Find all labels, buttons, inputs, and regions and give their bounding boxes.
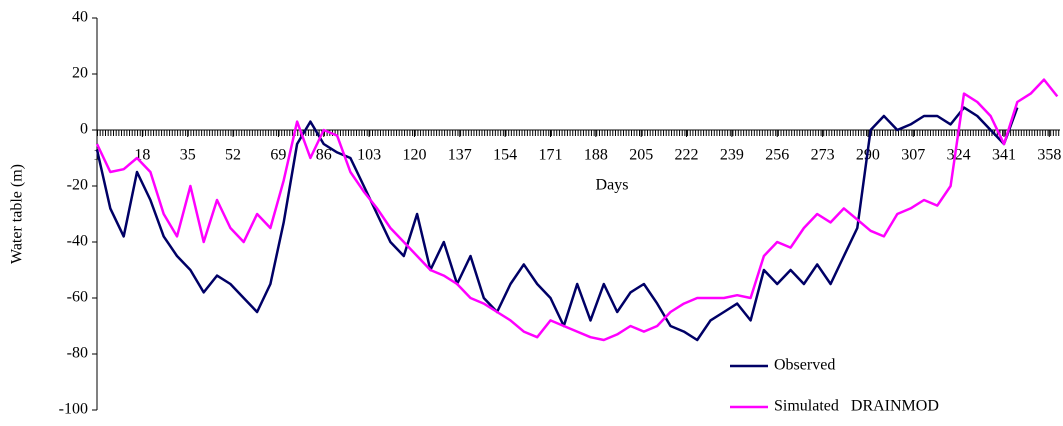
- y-tick-label: -40: [67, 233, 88, 250]
- x-axis-title: Days: [596, 177, 629, 194]
- x-tick-label: 307: [901, 147, 925, 164]
- x-tick-label: 188: [584, 147, 608, 164]
- x-tick-label: 205: [629, 147, 653, 164]
- legend-label: Simulated DRAINMOD: [774, 398, 939, 415]
- x-tick-label: 103: [357, 147, 381, 164]
- x-tick-label: 358: [1037, 147, 1061, 164]
- y-tick-label: -80: [67, 345, 88, 362]
- x-tick-label: 69: [270, 147, 286, 164]
- x-tick-label: 256: [765, 147, 789, 164]
- x-tick-label: 18: [134, 147, 150, 164]
- x-tick-label: 341: [992, 147, 1016, 164]
- legend-label: Observed: [774, 357, 835, 374]
- x-tick-label: 239: [720, 147, 744, 164]
- series-line: [95, 78, 1059, 342]
- y-tick-label: 0: [80, 121, 88, 138]
- x-tick-label: 222: [675, 147, 699, 164]
- x-tick-label: 171: [538, 147, 562, 164]
- y-tick-label: -100: [59, 401, 88, 418]
- x-tick-label: 86: [316, 147, 332, 164]
- x-tick-label: 52: [225, 147, 241, 164]
- y-tick-label: 20: [72, 65, 88, 82]
- x-tick-label: 120: [402, 147, 426, 164]
- x-tick-label: 273: [811, 147, 835, 164]
- y-tick-label: -20: [67, 177, 88, 194]
- y-axis-title: Water table (m): [9, 164, 26, 264]
- y-tick-label: -60: [67, 289, 88, 306]
- x-tick-label: 154: [493, 147, 517, 164]
- y-tick-label: 40: [72, 9, 88, 26]
- x-tick-label: 35: [180, 147, 196, 164]
- x-tick-label: 324: [947, 147, 971, 164]
- x-tick-label: 137: [448, 147, 472, 164]
- series-line: [95, 106, 1019, 342]
